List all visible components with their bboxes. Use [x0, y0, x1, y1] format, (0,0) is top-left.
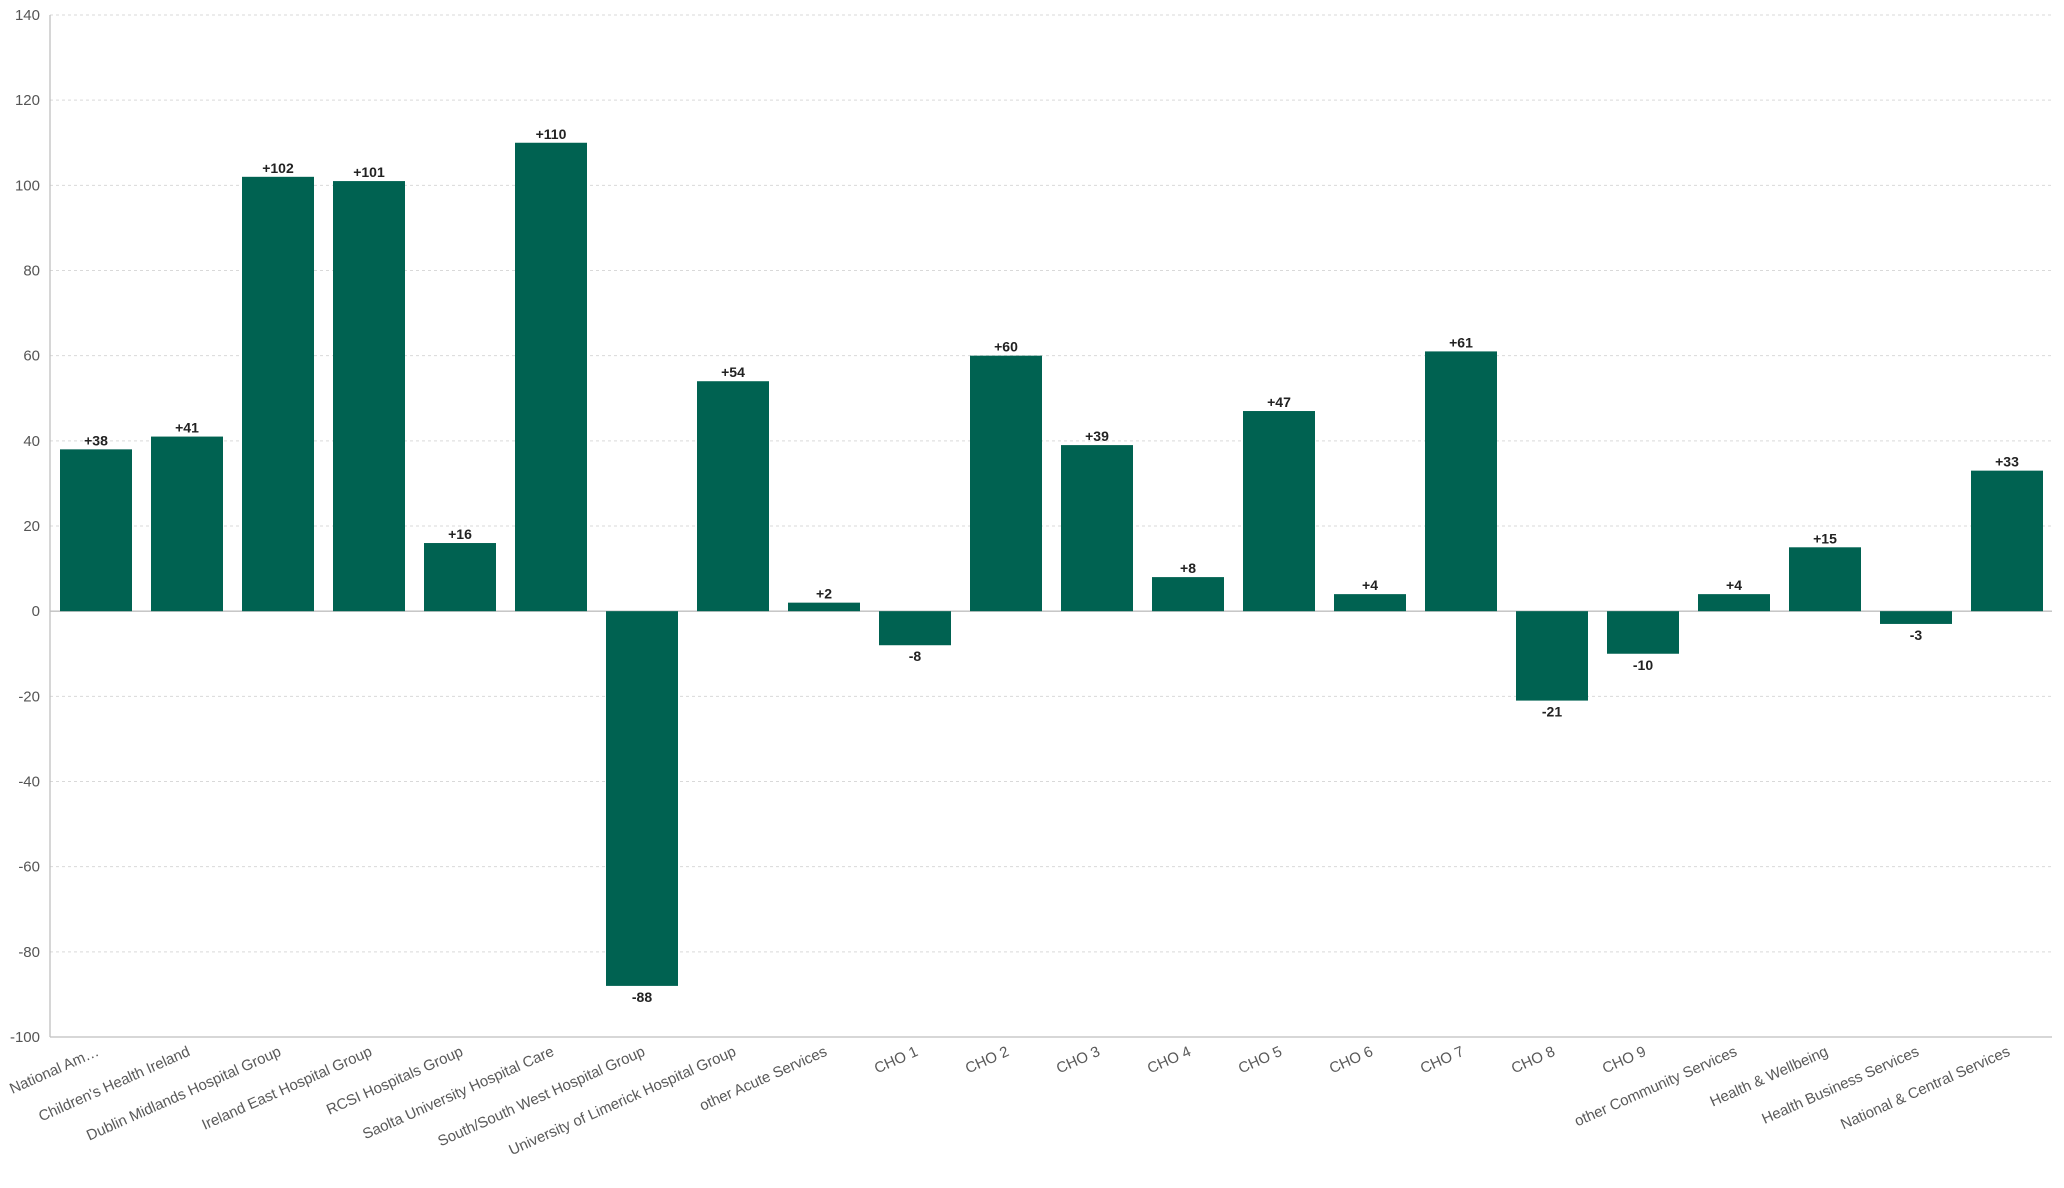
data-label: +15: [1813, 530, 1837, 546]
data-label: +101: [353, 164, 385, 180]
data-label: -88: [632, 989, 652, 1005]
data-label: +4: [1362, 577, 1378, 593]
bar: [697, 381, 769, 612]
y-tick-label: 120: [15, 92, 40, 109]
bar: [333, 181, 405, 612]
data-label: +16: [448, 526, 472, 542]
data-label: +47: [1267, 394, 1291, 410]
x-tick-label: CHO 6: [1327, 1043, 1376, 1077]
y-tick-label: -80: [18, 944, 40, 961]
bar: [1607, 611, 1679, 654]
x-tick-label: CHO 3: [1054, 1043, 1103, 1077]
bar: [1698, 594, 1770, 612]
data-label: +102: [262, 160, 294, 176]
bar: [242, 176, 314, 612]
bar: [1152, 577, 1224, 612]
data-label: +110: [536, 126, 567, 142]
y-tick-label: 60: [23, 348, 40, 365]
bar: [606, 611, 678, 986]
bar: [424, 543, 496, 612]
bar: [879, 611, 951, 646]
bar: [1880, 611, 1952, 624]
y-tick-label: 80: [23, 263, 40, 280]
data-label: +39: [1085, 428, 1109, 444]
bar: [1243, 411, 1315, 612]
data-label: +60: [994, 339, 1018, 355]
bar: [60, 449, 132, 612]
data-label: +33: [1995, 454, 2019, 470]
bar: [1061, 445, 1133, 612]
x-tick-label: Health Business Services: [1759, 1043, 1921, 1128]
x-tick-label: CHO 5: [1236, 1043, 1285, 1077]
bar: [151, 436, 223, 612]
y-tick-label: -20: [18, 688, 40, 705]
y-tick-label: -40: [18, 774, 40, 791]
data-label: +38: [84, 432, 108, 448]
y-tick-label: -100: [10, 1029, 40, 1046]
bar: [970, 355, 1042, 612]
bar: [1971, 470, 2043, 612]
y-tick-label: 140: [15, 7, 40, 24]
data-label: -8: [909, 648, 922, 664]
x-tick-label: CHO 8: [1509, 1043, 1558, 1077]
bar: [1334, 594, 1406, 612]
x-tick-label: CHO 2: [963, 1043, 1012, 1077]
x-tick-label: CHO 4: [1145, 1043, 1194, 1077]
x-tick-label: other Community Services: [1572, 1043, 1740, 1130]
x-tick-label: CHO 9: [1600, 1043, 1649, 1077]
data-label: +2: [816, 586, 832, 602]
bar: [1789, 547, 1861, 612]
y-tick-label: 0: [32, 603, 40, 620]
y-tick-label: 40: [23, 433, 40, 450]
y-tick-label: 100: [15, 177, 40, 194]
bar: [788, 602, 860, 612]
x-tick-label: CHO 1: [872, 1043, 921, 1077]
data-label: +61: [1449, 334, 1473, 350]
x-tick-label: Children's Health Ireland: [36, 1043, 193, 1125]
data-label: +41: [175, 420, 199, 436]
x-tick-label: National & Central Services: [1838, 1043, 2012, 1133]
bar: [515, 142, 587, 612]
y-tick-label: -60: [18, 859, 40, 876]
bar: [1516, 611, 1588, 701]
data-label: +4: [1726, 577, 1742, 593]
data-label: +54: [721, 364, 745, 380]
x-tick-label: Ireland East Hospital Group: [199, 1043, 374, 1133]
x-tick-label: CHO 7: [1418, 1043, 1467, 1077]
data-label: -3: [1910, 627, 1923, 643]
data-label: -21: [1542, 704, 1562, 720]
data-label: +8: [1180, 560, 1196, 576]
data-label: -10: [1633, 657, 1653, 673]
bar: [1425, 351, 1497, 612]
y-tick-label: 20: [23, 518, 40, 535]
